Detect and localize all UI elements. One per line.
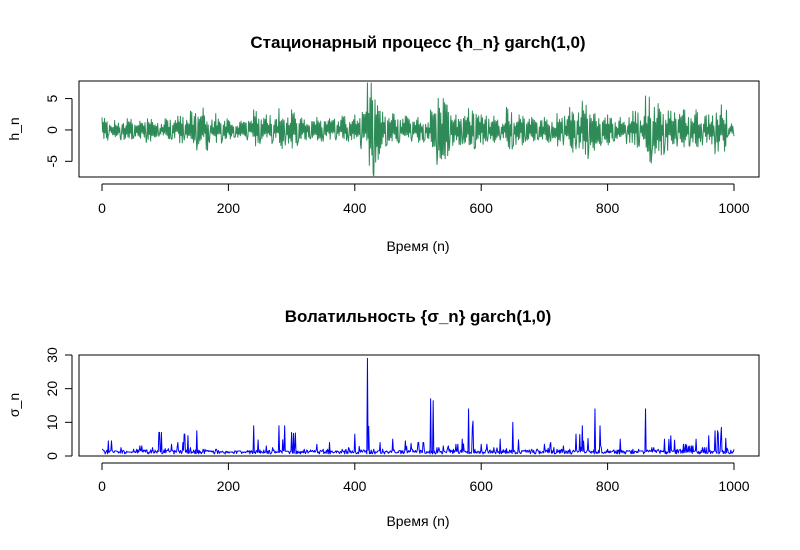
chart-sigma-x-tick-label: 600 — [470, 478, 494, 494]
chart-sigma-plot-frame — [78, 354, 760, 457]
chart-sigma-series-line — [102, 357, 735, 455]
chart-sigma-x-tick-label: 1000 — [718, 478, 749, 494]
chart-sigma-y-axis: 0 10 20 30 — [44, 347, 73, 460]
chart-h-x-tick-label: 400 — [343, 200, 367, 216]
chart-sigma-x-tick-label: 800 — [596, 478, 620, 494]
chart-sigma-x-tick-label: 200 — [217, 478, 241, 494]
chart-sigma-x-axis: 0 200 400 600 800 1000 — [98, 462, 750, 494]
chart-h-y-tick-label: 0 — [44, 126, 60, 134]
chart-sigma-x-tick-label: 400 — [343, 478, 367, 494]
chart-sigma-panel: Волатильность {σ_n} garch(1,0) 0 200 400 60… — [6, 307, 760, 529]
chart-sigma-y-label: σ_n — [6, 393, 22, 417]
chart-sigma-title: Волатильность {σ_n} garch(1,0) — [285, 307, 552, 326]
chart-h-panel: Стационарный процесс {h_n} garch(1,0) 0 2… — [6, 33, 760, 254]
chart-h-x-tick-label: 800 — [596, 200, 620, 216]
chart-h-y-label: h_n — [6, 117, 22, 140]
chart-h-x-tick-label: 0 — [98, 200, 106, 216]
chart-h-series-line — [101, 82, 735, 178]
chart-h-x-label: Время (n) — [386, 238, 449, 254]
chart-h-x-tick-label: 200 — [217, 200, 241, 216]
chart-sigma-y-tick-label: 30 — [44, 347, 60, 363]
chart-sigma-y-tick-label: 10 — [44, 414, 60, 430]
chart-h-y-tick-label: 5 — [44, 94, 60, 102]
chart-h-x-tick-label: 600 — [470, 200, 494, 216]
chart-h-plot-frame — [78, 80, 760, 178]
chart-h-y-tick-label: -5 — [44, 155, 60, 168]
chart-sigma-y-tick-label: 20 — [44, 381, 60, 397]
chart-h-title: Стационарный процесс {h_n} garch(1,0) — [250, 33, 585, 52]
chart-sigma-x-tick-label: 0 — [98, 478, 106, 494]
chart-h-y-axis: -5 0 5 — [44, 94, 73, 168]
chart-h-x-tick-label: 1000 — [718, 200, 749, 216]
chart-sigma-y-tick-label: 0 — [44, 452, 60, 460]
chart-sigma-x-label: Время (n) — [386, 513, 449, 529]
chart-h-x-axis: 0 200 400 600 800 1000 — [98, 183, 750, 216]
